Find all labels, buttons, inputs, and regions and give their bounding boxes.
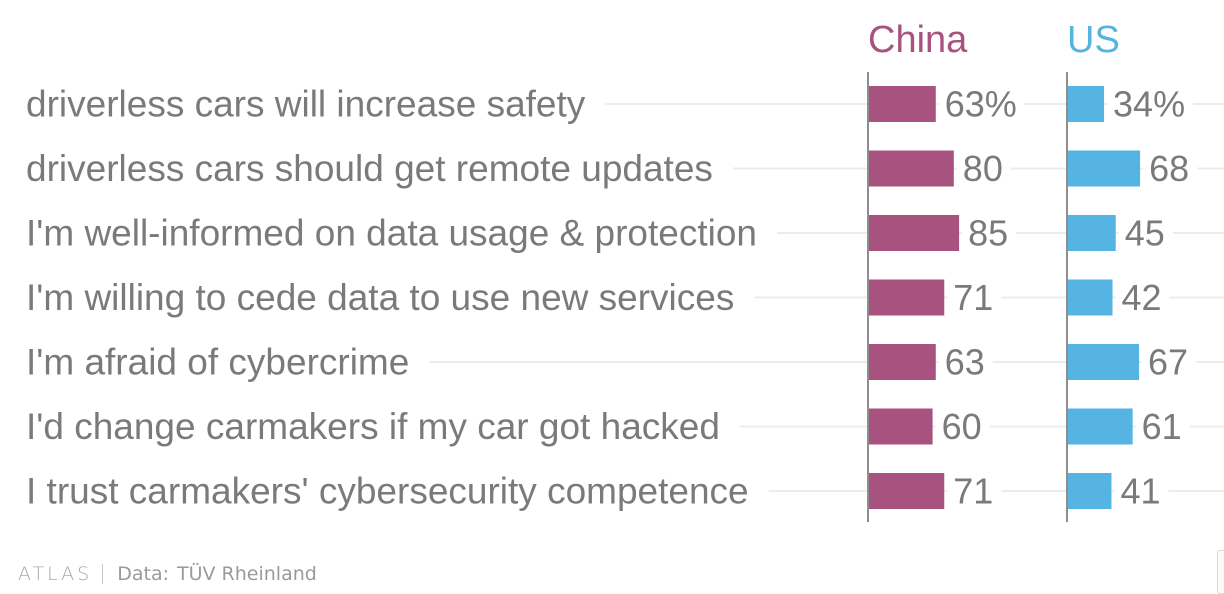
data-label: Data: bbox=[117, 563, 169, 585]
china-bar bbox=[869, 408, 933, 445]
us-bar bbox=[1068, 86, 1105, 122]
us-value-label: 42 bbox=[1122, 277, 1162, 318]
value-label-backdrop bbox=[1115, 291, 1170, 304]
value-label-backdrop bbox=[947, 291, 1002, 304]
value-label-backdrop bbox=[1107, 98, 1194, 110]
us-bar bbox=[1068, 473, 1112, 509]
us-value-label: 45 bbox=[1125, 213, 1165, 254]
value-label-backdrop bbox=[1118, 227, 1173, 239]
value-label-backdrop bbox=[938, 98, 1025, 110]
us-bar bbox=[1068, 150, 1141, 187]
value-label-backdrop bbox=[1135, 420, 1190, 433]
category-label-1: driverless cars will increase safety bbox=[26, 84, 586, 125]
value-label-backdrop bbox=[935, 420, 990, 433]
china-bar bbox=[869, 344, 936, 380]
us-value-label: 61 bbox=[1142, 406, 1182, 447]
footer-separator bbox=[102, 564, 104, 584]
footer: ATLAS Data: TÜV Rheinland bbox=[18, 560, 317, 588]
category-label-3: I'm well-informed on data usage & protec… bbox=[26, 213, 757, 254]
china-bar bbox=[869, 215, 960, 251]
china-value-label: 63% bbox=[945, 84, 1017, 125]
china-bar bbox=[869, 473, 945, 509]
value-label-backdrop bbox=[1142, 356, 1197, 368]
category-label-6: I'd change carmakers if my car got hacke… bbox=[26, 406, 720, 447]
value-label-backdrop bbox=[947, 485, 1002, 497]
china-bar bbox=[869, 279, 945, 316]
us-value-label: 34% bbox=[1113, 84, 1185, 125]
china-value-label: 71 bbox=[953, 277, 993, 318]
us-bar bbox=[1068, 344, 1140, 380]
china-value-label: 60 bbox=[942, 406, 982, 447]
us-value-label: 68 bbox=[1149, 148, 1189, 189]
value-label-backdrop bbox=[956, 162, 1011, 175]
category-label-2: driverless cars should get remote update… bbox=[26, 148, 713, 189]
us-value-label: 41 bbox=[1120, 471, 1160, 512]
china-bar bbox=[869, 86, 936, 122]
us-bar bbox=[1068, 279, 1113, 316]
category-label-7: I trust carmakers' cybersecurity compete… bbox=[26, 471, 749, 512]
us-bar bbox=[1068, 215, 1116, 251]
chart: driverless cars will increase safety driv… bbox=[26, 19, 1224, 522]
series-title-us: US bbox=[1067, 19, 1120, 61]
atlas-logo: ATLAS bbox=[18, 563, 93, 585]
china-value-label: 71 bbox=[953, 471, 993, 512]
china-value-label: 80 bbox=[963, 148, 1003, 189]
source-credit: Data: TÜV Rheinland bbox=[117, 563, 317, 585]
value-label-backdrop bbox=[1114, 485, 1169, 497]
value-label-backdrop bbox=[1143, 162, 1198, 175]
china-bar bbox=[869, 150, 954, 187]
us-value-label: 67 bbox=[1148, 342, 1188, 383]
series-title-china: China bbox=[868, 19, 968, 61]
corner-tab bbox=[1217, 550, 1224, 594]
category-label-5: I'm afraid of cybercrime bbox=[26, 342, 409, 383]
china-value-label: 85 bbox=[968, 213, 1008, 254]
value-label-backdrop bbox=[962, 227, 1017, 239]
us-bar bbox=[1068, 408, 1133, 445]
category-label-4: I'm willing to cede data to use new serv… bbox=[26, 277, 734, 318]
data-source: TÜV Rheinland bbox=[177, 563, 317, 585]
china-value-label: 63 bbox=[945, 342, 985, 383]
value-label-backdrop bbox=[938, 356, 993, 368]
